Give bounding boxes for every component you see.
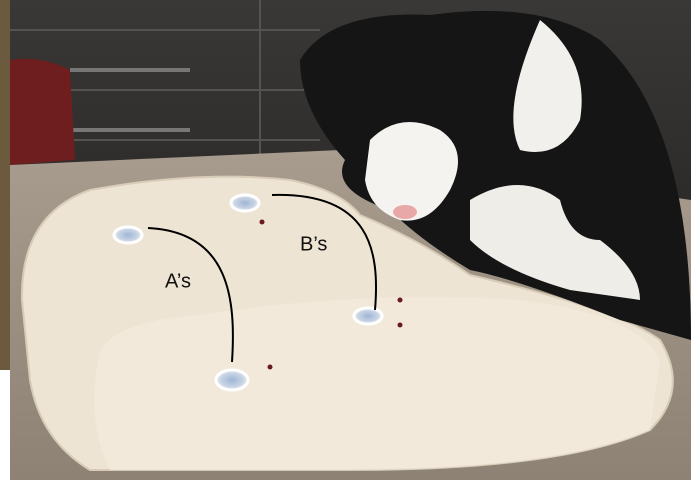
label-b: B’s: [300, 233, 327, 255]
red-chair: [10, 59, 75, 165]
page: A’s B’s (() => { const data = JSON.parse…: [0, 0, 691, 480]
left-strip: [0, 0, 10, 370]
photo: A’s B’s: [0, 0, 691, 480]
label-a: A’s: [165, 270, 191, 292]
cat-nose: [393, 205, 417, 219]
